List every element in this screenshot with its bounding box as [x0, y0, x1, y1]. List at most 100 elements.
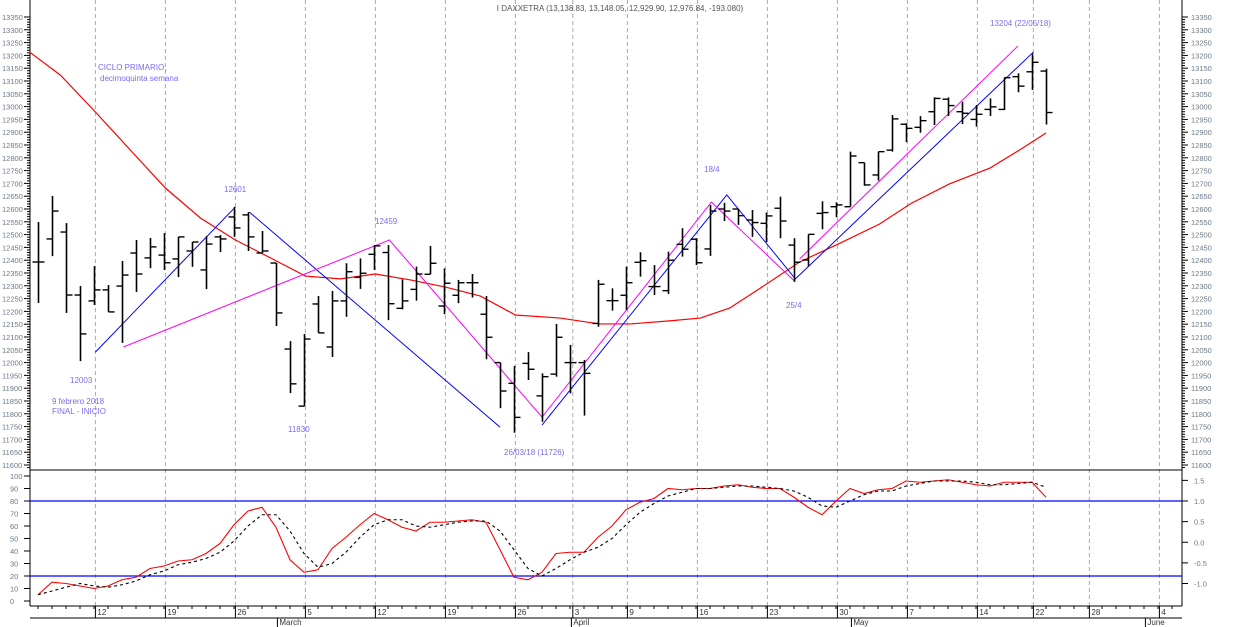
stoch-label-left: 60 [10, 522, 18, 531]
ohlc-bar [452, 279, 465, 304]
price-label-right: 12850 [1191, 141, 1212, 150]
price-label-left: 11950 [2, 371, 22, 380]
price-y-axis: 13350 13350 13300 13300 13250 13250 13200 13200… [2, 13, 1212, 470]
price-label-right: 13050 [1191, 90, 1212, 99]
ohlc-bar [704, 204, 717, 256]
ohlc-bar [760, 212, 773, 243]
ohlc-bar [942, 97, 955, 117]
ohlc-bar [410, 266, 423, 301]
ohlc-bar [746, 210, 759, 237]
ohlc-bar [298, 333, 311, 407]
annotation-fecha: 9 febrero 2018 [52, 397, 105, 406]
price-label-left: 11900 [2, 384, 22, 393]
price-label-left: 11700 [2, 435, 22, 444]
ohlc-bar [844, 151, 857, 208]
annotation-12003: 12003 [70, 376, 93, 385]
price-label-left: 12600 [2, 205, 23, 214]
ohlc-bar [130, 239, 143, 292]
day-label: 5 [307, 608, 312, 617]
stoch-label-left: 100 [10, 472, 23, 481]
price-label-left: 12400 [2, 256, 23, 265]
price-label-right: 13350 [1191, 13, 1212, 22]
grid-lines [94, 0, 1160, 606]
price-label-right: 12900 [1191, 128, 1212, 137]
ohlc-bar [648, 265, 661, 296]
price-label-left: 13000 [2, 103, 23, 112]
ohlc-bar [424, 245, 437, 275]
price-label-right: 12100 [1191, 333, 1212, 342]
month-label: May [853, 618, 868, 627]
annotations: CICLO PRIMARIO, decimoquinta semana 1260… [52, 19, 1051, 457]
price-label-left: 12950 [2, 115, 23, 124]
ohlc-bar [522, 352, 535, 381]
moving-average-line [29, 51, 1047, 325]
ohlc-bars [32, 53, 1053, 433]
ohlc-bar [312, 296, 325, 334]
price-label-right: 12600 [1191, 205, 1212, 214]
price-label-right: 12350 [1191, 269, 1212, 278]
ohlc-bar [340, 263, 353, 317]
price-label-left: 13350 [2, 13, 23, 22]
price-label-right: 12000 [1191, 359, 1212, 368]
stoch-label-right: -1.0 [1194, 580, 1207, 589]
stoch-label-left: 20 [10, 572, 18, 581]
price-label-right: 11750 [1191, 423, 1211, 432]
price-label-left: 12100 [2, 333, 23, 342]
ohlc-bar [494, 361, 507, 409]
day-label: 4 [1161, 608, 1166, 617]
ohlc-bar [676, 228, 689, 257]
stoch-label-left: 30 [10, 560, 18, 569]
price-label-left: 13100 [2, 77, 23, 86]
ohlc-bar [802, 233, 815, 267]
price-label-right: 13000 [1191, 103, 1212, 112]
price-label-left: 12750 [2, 167, 23, 176]
price-label-left: 11600 [2, 461, 22, 470]
x-axis: 12 19 26 5 12 19 26 3 9 16 23 30 7 14 22 28 4 March April M… [37, 606, 1173, 627]
stoch-label-left: 70 [10, 510, 18, 519]
ohlc-bar [382, 245, 395, 321]
trend-line [249, 211, 501, 428]
price-label-right: 11700 [1191, 435, 1211, 444]
price-label-right: 12150 [1191, 320, 1212, 329]
month-label: March [279, 618, 301, 627]
price-label-left: 12650 [2, 192, 23, 201]
price-label-right: 13200 [1191, 51, 1212, 60]
annotation-final-inicio: FINAL - INICIO [52, 407, 106, 416]
ohlc-bar [578, 360, 591, 416]
ohlc-bar [116, 260, 129, 343]
price-label-left: 12450 [2, 243, 23, 252]
price-label-right: 13150 [1191, 64, 1212, 73]
day-label: 7 [909, 608, 914, 617]
annotation-25-4: 25/4 [786, 301, 802, 310]
annotation-12601: 12601 [224, 185, 247, 194]
chart-title: I DAXXETRA (13,138.83, 13,148.05, 12,929… [497, 4, 744, 13]
ohlc-bar [536, 373, 549, 422]
ohlc-bar [1026, 53, 1039, 90]
day-label: 19 [447, 608, 456, 617]
stoch-label-right: 1.5 [1194, 476, 1204, 485]
stoch-k-line [37, 479, 1047, 596]
ohlc-bar [928, 97, 941, 126]
ohlc-bar [858, 161, 871, 186]
price-label-left: 12300 [2, 282, 23, 291]
annotation-semana: decimoquinta semana [100, 74, 179, 83]
price-label-right: 12550 [1191, 218, 1212, 227]
price-label-left: 12550 [2, 218, 23, 227]
price-label-right: 12500 [1191, 231, 1212, 240]
price-label-right: 12400 [1191, 256, 1212, 265]
stoch-d-line [37, 480, 1047, 596]
stoch-label-left: 40 [10, 547, 18, 556]
day-label: 3 [575, 608, 580, 617]
price-label-left: 13050 [2, 90, 23, 99]
stoch-label-left: 50 [10, 535, 18, 544]
ohlc-bar [326, 290, 339, 357]
price-label-left: 12850 [2, 141, 23, 150]
price-label-left: 12700 [2, 179, 23, 188]
ohlc-bar [550, 323, 563, 377]
ohlc-bar [368, 245, 381, 270]
price-label-right: 12950 [1191, 115, 1212, 124]
stoch-label-left: 90 [10, 485, 18, 494]
day-label: 23 [769, 608, 778, 617]
ohlc-bar [872, 150, 885, 181]
price-label-left: 13200 [2, 51, 23, 60]
